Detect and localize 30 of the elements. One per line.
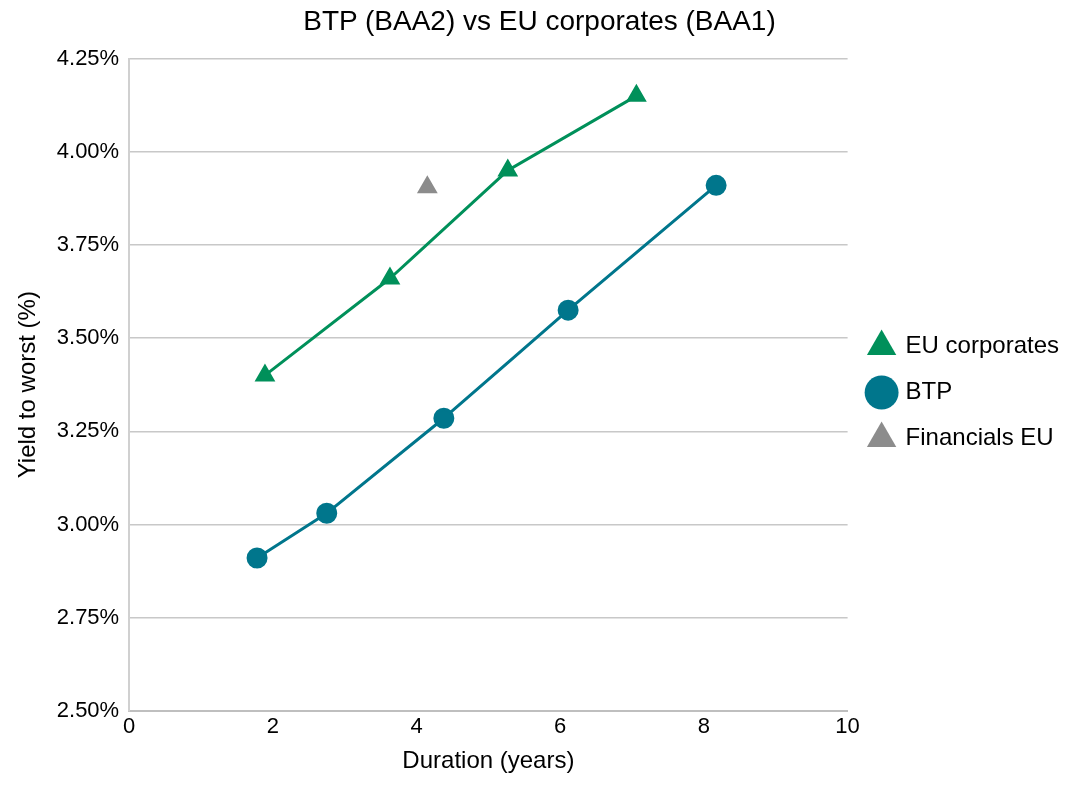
y-tick-label: 2.50% — [56, 696, 120, 722]
x-axis-title: Duration (years) — [402, 746, 575, 774]
x-tick-label: 8 — [697, 713, 711, 739]
point — [557, 299, 579, 321]
point — [705, 174, 727, 196]
x-tick-label: 6 — [554, 713, 567, 739]
point — [380, 267, 400, 285]
point — [627, 85, 646, 102]
y-tick-label: 3.75% — [56, 231, 120, 257]
x-tick-label: 0 — [123, 713, 136, 739]
y-tick-label: 4.25% — [56, 44, 120, 70]
y-tick-label: 3.00% — [56, 510, 120, 536]
point — [433, 407, 455, 429]
point — [246, 547, 268, 569]
legend-label: Financials EU — [905, 423, 1054, 451]
x-tick-label: 10 — [835, 713, 860, 739]
y-tick-label: 2.75% — [56, 603, 120, 629]
y-axis-title: Yield to worst (%) — [13, 291, 41, 479]
point — [255, 364, 275, 382]
y-tick-label: 4.00% — [56, 137, 120, 163]
y-tick-label: 3.25% — [56, 417, 120, 443]
chart-title: BTP (BAA2) vs EU corporates (BAA1) — [303, 4, 776, 36]
x-tick-label: 4 — [410, 713, 423, 739]
x-tick-label: 2 — [266, 713, 279, 739]
legend-label: BTP — [905, 377, 953, 405]
legend-label: EU corporates — [905, 331, 1060, 359]
point — [316, 502, 338, 524]
y-tick-label: 3.50% — [56, 324, 120, 350]
point — [498, 159, 518, 177]
point — [418, 176, 437, 194]
